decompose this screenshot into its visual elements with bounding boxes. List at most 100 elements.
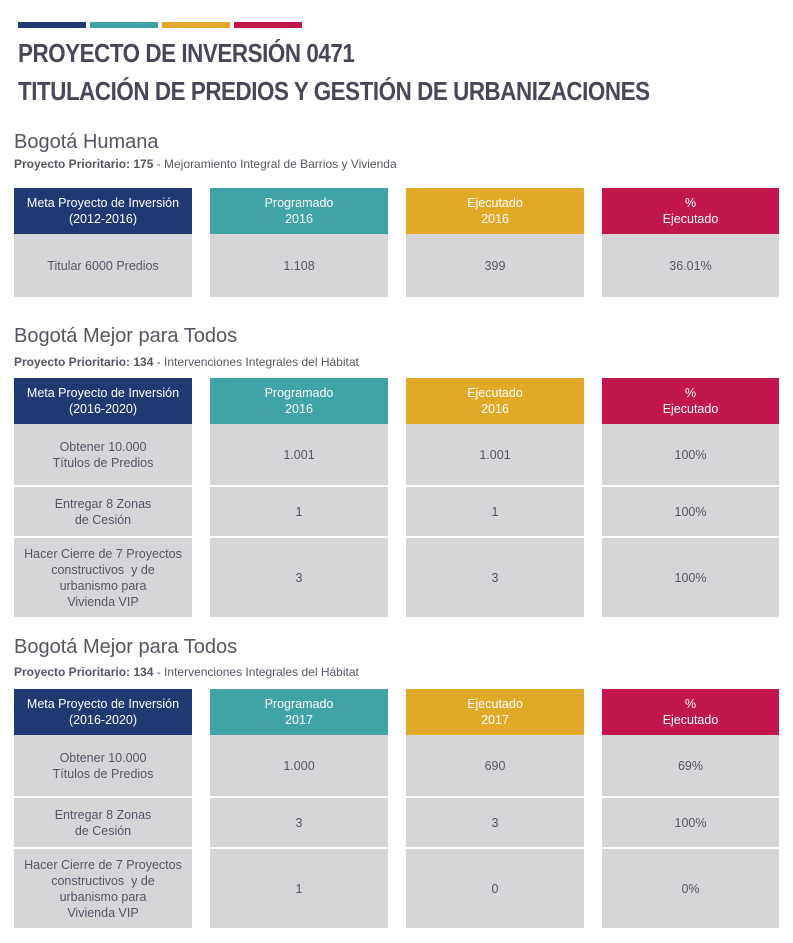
cell-text: urbanismo para [59, 889, 147, 904]
project-label: Proyecto Prioritario: 134 [14, 355, 154, 369]
page-title-line2: TITULACIÓN DE PREDIOS Y GESTIÓN DE URBAN… [18, 76, 650, 106]
header-porcentaje: % Ejecutado [602, 689, 779, 735]
cell-porcentaje: 100% [602, 487, 779, 536]
header-text: (2016-2020) [68, 713, 138, 727]
cell-programado: 1.000 [210, 735, 388, 796]
cell-programado: 3 [210, 798, 388, 847]
cell-text: constructivos y de [51, 873, 155, 888]
header-text: Programado [264, 386, 334, 400]
cell-text: constructivos y de [51, 562, 155, 577]
cell-ejecutado: 3 [406, 798, 584, 847]
cell-text: Vivienda VIP [67, 905, 139, 920]
cell-text: de Cesión [74, 823, 132, 838]
cell-meta: Entregar 8 Zonas de Cesión [14, 487, 192, 536]
header-text: Ejecutado [662, 402, 719, 416]
cell-text: Hacer Cierre de 7 Proyectos [24, 857, 182, 872]
header-text: Ejecutado [662, 713, 719, 727]
header-ejecutado: Ejecutado 2016 [406, 378, 584, 424]
header-text: % [684, 386, 697, 400]
cell-text: Titular 6000 Predios [47, 258, 159, 273]
cell-porcentaje: 100% [602, 538, 779, 617]
cell-ejecutado: 3 [406, 538, 584, 617]
stripe-yellow [162, 22, 230, 28]
project-line: Proyecto Prioritario: 134 - Intervencion… [14, 355, 359, 369]
header-text: % [684, 697, 697, 711]
header-text: 2017 [285, 713, 313, 727]
plan-title: Bogotá Mejor para Todos [14, 325, 238, 347]
plan-title: Bogotá Humana [14, 131, 159, 153]
header-ejecutado: Ejecutado 2016 [406, 188, 584, 234]
project-line: Proyecto Prioritario: 175 - Mejoramiento… [14, 157, 397, 171]
header-meta: Meta Proyecto de Inversión (2016-2020) [14, 689, 192, 735]
cell-ejecutado: 399 [406, 234, 584, 297]
color-stripes [18, 22, 303, 28]
header-text: Meta Proyecto de Inversión [26, 697, 180, 711]
cell-text: de Cesión [74, 512, 132, 527]
header-text: Ejecutado [467, 386, 523, 400]
cell-ejecutado: 0 [406, 849, 584, 928]
plan-title: Bogotá Mejor para Todos [14, 636, 238, 658]
header-porcentaje: % Ejecutado [602, 378, 779, 424]
cell-text: urbanismo para [59, 578, 147, 593]
cell-meta: Titular 6000 Predios [14, 234, 192, 297]
project-line: Proyecto Prioritario: 134 - Intervencion… [14, 665, 359, 679]
header-programado: Programado 2016 [210, 188, 388, 234]
cell-meta: Obtener 10.000 Títulos de Predios [14, 424, 192, 485]
project-name: - Intervenciones Integrales del Hábitat [153, 355, 359, 369]
cell-programado: 1 [210, 487, 388, 536]
cell-text: Obtener 10.000 [59, 439, 147, 454]
project-label: Proyecto Prioritario: 134 [14, 665, 154, 679]
cell-programado: 1.108 [210, 234, 388, 297]
cell-programado: 1 [210, 849, 388, 928]
cell-programado: 3 [210, 538, 388, 617]
cell-text: Hacer Cierre de 7 Proyectos [24, 546, 182, 561]
cell-meta: Entregar 8 Zonas de Cesión [14, 798, 192, 847]
header-text: Meta Proyecto de Inversión [26, 196, 180, 210]
header-text: (2016-2020) [68, 402, 138, 416]
stripe-teal [90, 22, 158, 28]
cell-text: Entregar 8 Zonas [54, 496, 152, 511]
header-programado: Programado 2016 [210, 378, 388, 424]
cell-porcentaje: 0% [602, 849, 779, 928]
header-text: 2016 [481, 212, 509, 226]
cell-text: Títulos de Predios [52, 766, 154, 781]
project-name: - Mejoramiento Integral de Barrios y Viv… [153, 157, 397, 171]
header-text: % [684, 196, 697, 210]
cell-ejecutado: 1.001 [406, 424, 584, 485]
header-text: Ejecutado [662, 212, 719, 226]
page-title-line1: PROYECTO DE INVERSIÓN 0471 [18, 38, 355, 68]
header-porcentaje: % Ejecutado [602, 188, 779, 234]
stripe-blue [18, 22, 86, 28]
header-text: 2017 [481, 713, 509, 727]
cell-porcentaje: 36.01% [602, 234, 779, 297]
header-meta: Meta Proyecto de Inversión (2016-2020) [14, 378, 192, 424]
header-text: 2016 [285, 402, 313, 416]
cell-text: Entregar 8 Zonas [54, 807, 152, 822]
header-programado: Programado 2017 [210, 689, 388, 735]
project-name: - Intervenciones Integrales del Hábitat [153, 665, 359, 679]
header-ejecutado: Ejecutado 2017 [406, 689, 584, 735]
cell-porcentaje: 69% [602, 735, 779, 796]
cell-meta: Obtener 10.000 Títulos de Predios [14, 735, 192, 796]
cell-text: Títulos de Predios [52, 455, 154, 470]
header-text: Programado [264, 196, 334, 210]
cell-ejecutado: 690 [406, 735, 584, 796]
header-text: 2016 [285, 212, 313, 226]
cell-meta: Hacer Cierre de 7 Proyectos constructivos… [14, 538, 192, 617]
stripe-crimson [234, 22, 302, 28]
cell-programado: 1.001 [210, 424, 388, 485]
cell-ejecutado: 1 [406, 487, 584, 536]
header-text: Ejecutado [467, 196, 523, 210]
project-label: Proyecto Prioritario: 175 [14, 157, 154, 171]
cell-text: Obtener 10.000 [59, 750, 147, 765]
cell-text: Vivienda VIP [67, 594, 139, 609]
cell-porcentaje: 100% [602, 424, 779, 485]
cell-meta: Hacer Cierre de 7 Proyectos constructivos… [14, 849, 192, 928]
header-text: (2012-2016) [68, 212, 138, 226]
header-text: 2016 [481, 402, 509, 416]
cell-porcentaje: 100% [602, 798, 779, 847]
header-text: Programado [264, 697, 334, 711]
header-text: Ejecutado [467, 697, 523, 711]
header-text: Meta Proyecto de Inversión [26, 386, 180, 400]
header-meta: Meta Proyecto de Inversión (2012-2016) [14, 188, 192, 234]
